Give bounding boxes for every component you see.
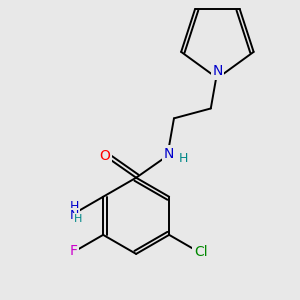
Text: N: N bbox=[212, 64, 223, 78]
Text: F: F bbox=[69, 244, 77, 258]
Text: H: H bbox=[178, 152, 188, 165]
Text: O: O bbox=[100, 149, 110, 163]
Text: Cl: Cl bbox=[194, 245, 207, 259]
Text: N: N bbox=[70, 209, 79, 222]
Text: H: H bbox=[74, 214, 83, 224]
Text: H: H bbox=[70, 200, 79, 212]
Text: N: N bbox=[164, 147, 174, 161]
